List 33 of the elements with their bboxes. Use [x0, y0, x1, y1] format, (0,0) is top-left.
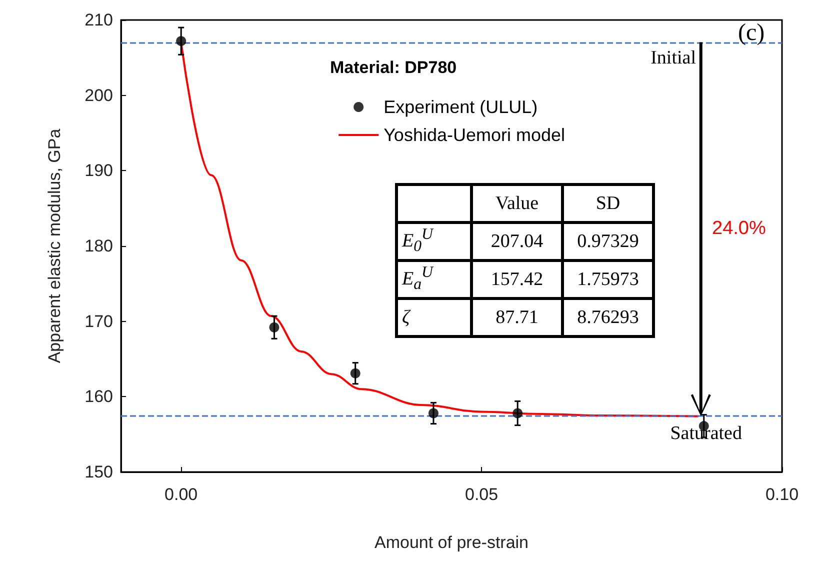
y-tick-label: 160: [84, 387, 113, 406]
annotation: (c): [738, 20, 765, 47]
ref-line-label: Saturated: [670, 423, 742, 444]
legend-label: Yoshida-Uemori model: [384, 125, 566, 145]
ref-line-label: Initial: [650, 47, 696, 68]
point: [350, 368, 360, 378]
y-tick-label: 200: [84, 86, 113, 105]
y-axis-title: Apparent elastic modulus, GPa: [45, 128, 64, 364]
annotation: 1.75973: [562, 260, 654, 298]
annotation: Value: [472, 184, 562, 222]
annotation: 87.71: [472, 298, 562, 336]
annotation: Material: DP780: [330, 58, 457, 78]
y-tick-label: 180: [84, 236, 113, 256]
legend-label: Experiment (ULUL): [384, 97, 538, 117]
y-tick-label: 170: [84, 312, 113, 331]
annotation: 0.97329: [562, 222, 654, 260]
point: [428, 408, 438, 418]
point: [512, 408, 523, 418]
annotation: 157.42: [472, 260, 562, 298]
x-axis-title: Amount of pre-strain: [374, 533, 529, 552]
annotation: 207.04: [472, 222, 562, 260]
annotation: 8.76293: [562, 298, 654, 336]
annotation: ζ: [396, 298, 472, 336]
x-tick-label: 0.00: [164, 485, 198, 504]
y-tick-label: 190: [84, 161, 113, 180]
annotation: SD: [562, 184, 654, 222]
point: [176, 36, 186, 46]
annotation: 24.0%: [712, 218, 766, 240]
point: [269, 322, 280, 332]
x-tick-label: 0.10: [765, 485, 799, 504]
y-tick-label: 210: [84, 10, 113, 30]
x-tick-label: 0.05: [465, 485, 498, 504]
y-tick-label: 150: [84, 462, 113, 482]
